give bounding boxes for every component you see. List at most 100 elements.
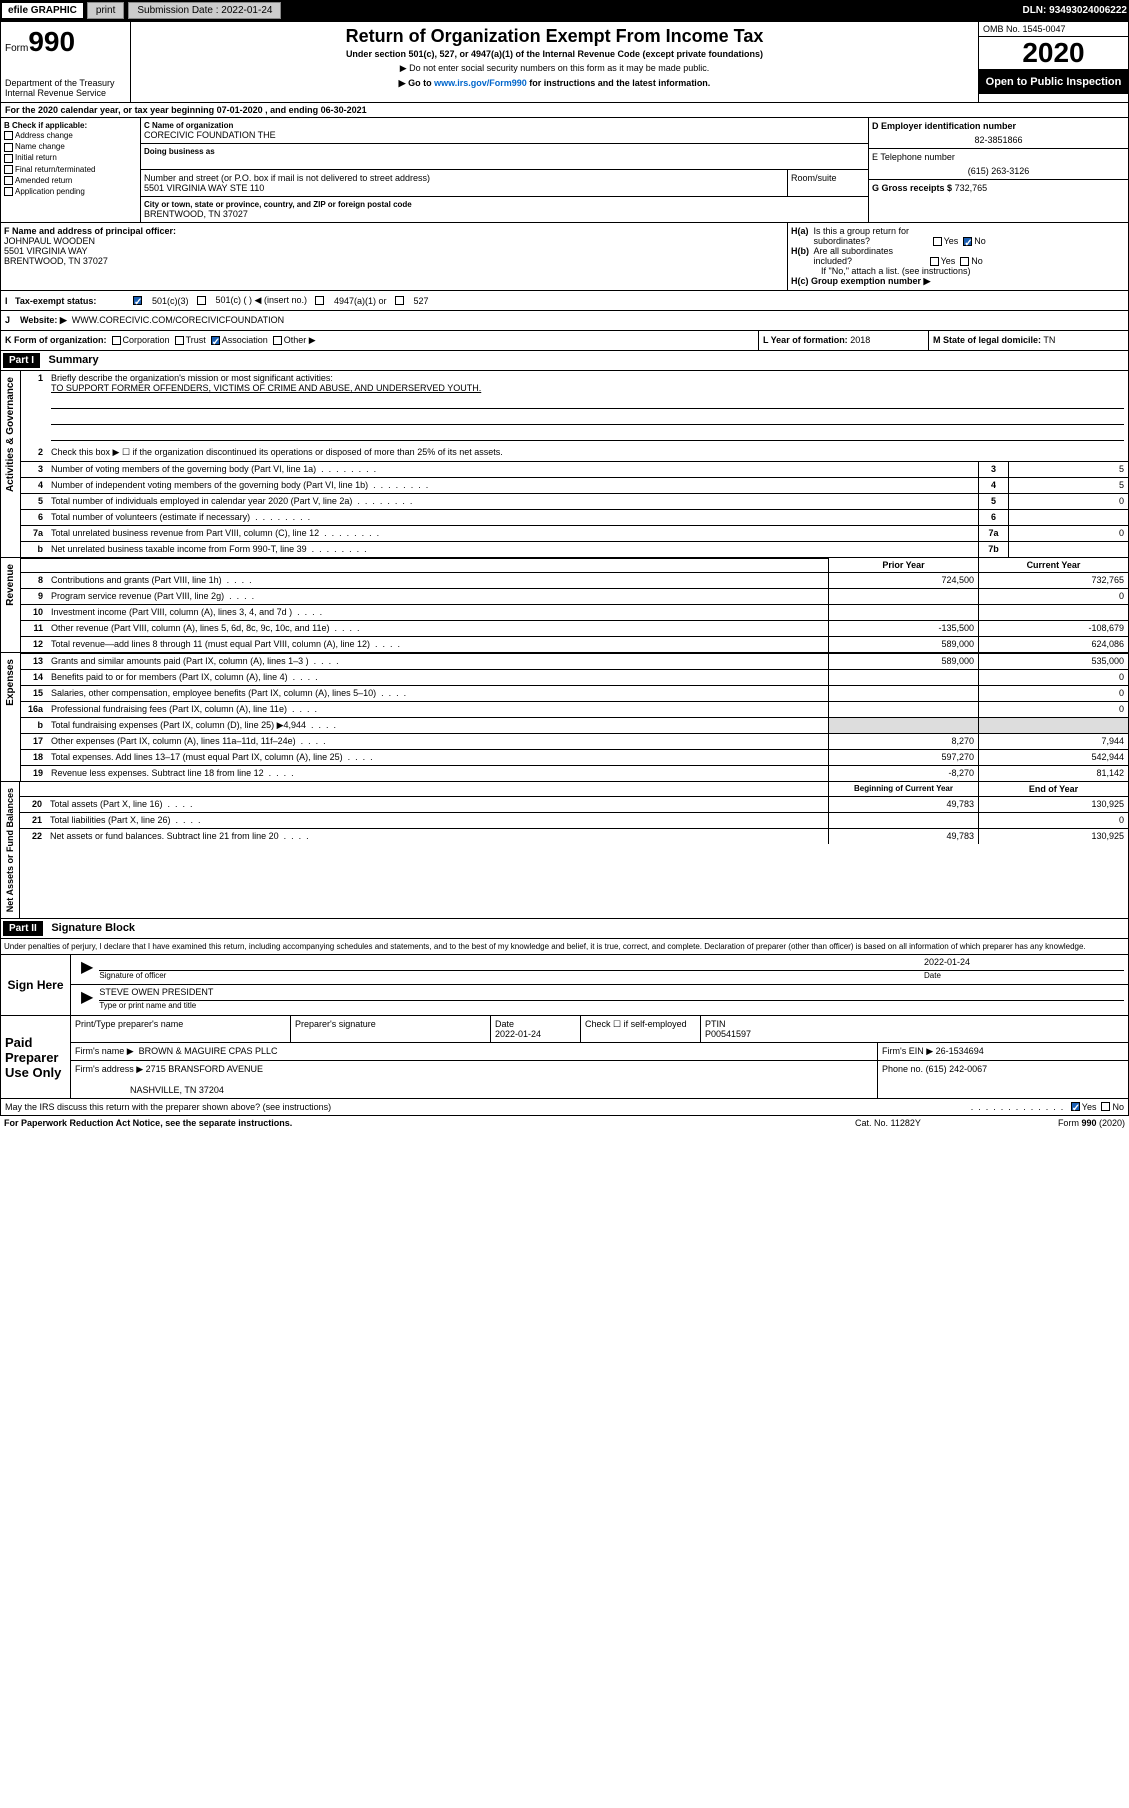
sign-here-block: Sign Here ▶ 2022-01-24 Signature of offi…	[0, 955, 1129, 1016]
chk-trust[interactable]	[175, 336, 184, 345]
paid-prep-label: Paid Preparer Use Only	[1, 1016, 71, 1098]
instr-1: ▶ Do not enter social security numbers o…	[135, 63, 974, 74]
discuss-yes[interactable]	[1071, 1102, 1080, 1111]
line-8: 8Contributions and grants (Part VIII, li…	[21, 572, 1128, 588]
line-20: 20Total assets (Part X, line 16) . . . .…	[20, 796, 1128, 812]
print-button[interactable]: print	[87, 2, 124, 19]
e-phone-label: E Telephone number	[872, 152, 1125, 162]
tax-exempt-row: I Tax-exempt status: 501(c)(3) 501(c) ( …	[0, 291, 1129, 311]
room-label: Room/suite	[791, 173, 865, 183]
g-receipts-label: G Gross receipts $	[872, 183, 952, 193]
chk-initial-return[interactable]: Initial return	[4, 152, 137, 163]
part1-label: Part I	[3, 353, 40, 368]
c-name-value: CORECIVIC FOUNDATION THE	[144, 130, 865, 140]
e-phone-value: (615) 263-3126	[872, 162, 1125, 176]
chk-527[interactable]	[395, 296, 404, 305]
firm-phone: (615) 242-0067	[926, 1064, 988, 1074]
chk-other[interactable]	[273, 336, 282, 345]
city-value: BRENTWOOD, TN 37027	[144, 209, 865, 219]
form-subtitle: Under section 501(c), 527, or 4947(a)(1)…	[135, 49, 974, 59]
line-3: 3Number of voting members of the governi…	[21, 461, 1128, 477]
city-label: City or town, state or province, country…	[144, 200, 865, 209]
net-assets-section: Net Assets or Fund Balances Beginning of…	[0, 782, 1129, 919]
firm-ein: 26-1534694	[936, 1046, 984, 1056]
officer-name: STEVE OWEN PRESIDENT	[99, 987, 1124, 1001]
side-rev: Revenue	[1, 558, 20, 612]
line-7a: 7aTotal unrelated business revenue from …	[21, 525, 1128, 541]
line-21: 21Total liabilities (Part X, line 26) . …	[20, 812, 1128, 828]
line-19: 19Revenue less expenses. Subtract line 1…	[21, 765, 1128, 781]
line-22: 22Net assets or fund balances. Subtract …	[20, 828, 1128, 844]
line-5: 5Total number of individuals employed in…	[21, 493, 1128, 509]
addr-label: Number and street (or P.O. box if mail i…	[144, 173, 784, 183]
year-formation: 2018	[850, 335, 870, 345]
cat-no: Cat. No. 11282Y	[855, 1118, 1005, 1128]
omb-number: OMB No. 1545-0047	[979, 22, 1128, 37]
open-public-label: Open to Public Inspection	[979, 70, 1128, 94]
dept-label: Department of the TreasuryInternal Reven…	[5, 78, 126, 98]
line-b: bTotal fundraising expenses (Part IX, co…	[21, 717, 1128, 733]
line-18: 18Total expenses. Add lines 13–17 (must …	[21, 749, 1128, 765]
hb-note: If "No," attach a list. (see instruction…	[791, 266, 1125, 276]
c-name-label: C Name of organization	[144, 121, 865, 130]
d-ein-label: D Employer identification number	[872, 121, 1125, 131]
declaration: Under penalties of perjury, I declare th…	[0, 939, 1129, 955]
ha-yes[interactable]	[933, 237, 942, 246]
beg-year-hdr: Beginning of Current Year	[828, 782, 978, 796]
chk-501c[interactable]	[197, 296, 206, 305]
chk-4947[interactable]	[315, 296, 324, 305]
line-16a: 16aProfessional fundraising fees (Part I…	[21, 701, 1128, 717]
ha-no[interactable]	[963, 237, 972, 246]
b-header: B Check if applicable:	[4, 121, 137, 130]
side-gov: Activities & Governance	[1, 371, 20, 498]
line-9: 9Program service revenue (Part VIII, lin…	[21, 588, 1128, 604]
line1-text: Briefly describe the organization's miss…	[51, 373, 333, 383]
chk-assoc[interactable]	[211, 336, 220, 345]
g-receipts-value: 732,765	[955, 183, 988, 193]
revenue-section: Revenue Prior Year Current Year 8Contrib…	[0, 558, 1129, 653]
state-domicile: TN	[1043, 335, 1055, 345]
f-city: BRENTWOOD, TN 37027	[4, 256, 108, 266]
form-header: Form990 Department of the TreasuryIntern…	[0, 21, 1129, 103]
chk-name-change[interactable]: Name change	[4, 141, 137, 152]
tax-year: 2020	[979, 37, 1128, 70]
sig-arrow-icon-2: ▶	[75, 987, 99, 1013]
f-name: JOHNPAUL WOODEN	[4, 236, 95, 246]
chk-corp[interactable]	[112, 336, 121, 345]
side-net: Net Assets or Fund Balances	[1, 782, 19, 918]
side-exp: Expenses	[1, 653, 20, 712]
paperwork-notice: For Paperwork Reduction Act Notice, see …	[4, 1118, 855, 1128]
form-ref: Form 990 (2020)	[1005, 1118, 1125, 1128]
irs-link[interactable]: www.irs.gov/Form990	[434, 78, 527, 88]
line-10: 10Investment income (Part VIII, column (…	[21, 604, 1128, 620]
section-abc: B Check if applicable: Address change Na…	[0, 118, 1129, 223]
firm-addr: 2715 BRANSFORD AVENUE	[146, 1064, 263, 1074]
discuss-no[interactable]	[1101, 1102, 1110, 1111]
chk-501c3[interactable]	[133, 296, 142, 305]
sig-arrow-icon: ▶	[75, 957, 99, 982]
website-value: WWW.CORECIVIC.COM/CORECIVICFOUNDATION	[72, 315, 284, 325]
dba-label: Doing business as	[144, 147, 865, 156]
line-17: 17Other expenses (Part IX, column (A), l…	[21, 733, 1128, 749]
part2-label: Part II	[3, 921, 43, 936]
line-13: 13Grants and similar amounts paid (Part …	[21, 653, 1128, 669]
sign-here-label: Sign Here	[1, 955, 71, 1015]
line2-text: Check this box ▶ ☐ if the organization d…	[47, 445, 1128, 461]
page-footer: For Paperwork Reduction Act Notice, see …	[0, 1116, 1129, 1130]
part1-title: Summary	[49, 354, 99, 366]
firm-city: NASHVILLE, TN 37204	[130, 1085, 224, 1095]
hb-no[interactable]	[960, 257, 969, 266]
chk-amended[interactable]: Amended return	[4, 175, 137, 186]
chk-final-return[interactable]: Final return/terminated	[4, 164, 137, 175]
line-15: 15Salaries, other compensation, employee…	[21, 685, 1128, 701]
chk-app-pending[interactable]: Application pending	[4, 186, 137, 197]
hb-yes[interactable]	[930, 257, 939, 266]
form-title: Return of Organization Exempt From Incom…	[135, 26, 974, 47]
addr-value: 5501 VIRGINIA WAY STE 110	[144, 183, 784, 193]
chk-address-change[interactable]: Address change	[4, 130, 137, 141]
f-label: F Name and address of principal officer:	[4, 226, 176, 236]
submission-date: Submission Date : 2022-01-24	[128, 2, 281, 19]
form-label: Form	[5, 43, 28, 54]
line-14: 14Benefits paid to or for members (Part …	[21, 669, 1128, 685]
f-addr: 5501 VIRGINIA WAY	[4, 246, 88, 256]
